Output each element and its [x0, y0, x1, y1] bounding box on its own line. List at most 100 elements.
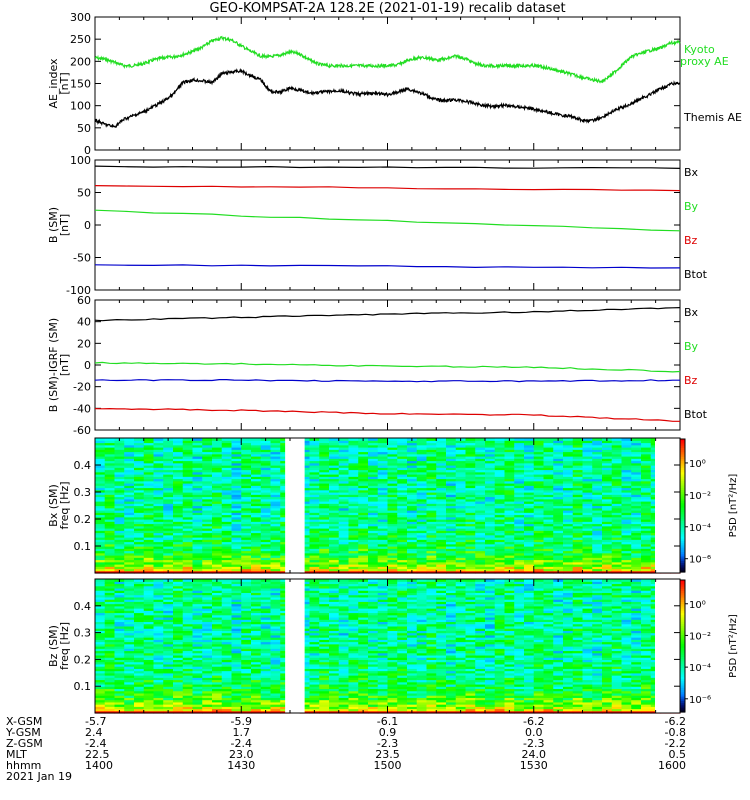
x-axis-labels: X-GSM -5.7 -5.9 -6.1 -6.2 -6.2 Y-GSM 2.4 1.7 0.9 0… — [5, 715, 686, 783]
legend-bsm-2: Bz — [684, 234, 698, 247]
series-bigrf-2 — [94, 407, 680, 422]
ytick-label-bx-2: 0.3 — [74, 486, 92, 499]
x-row-3-value-1: 23.0 — [229, 748, 254, 761]
x-row-0-value-4: -6.2 — [665, 715, 686, 728]
x-row-3-value-4: 0.5 — [669, 748, 687, 761]
x-row-4-value-2: 1500 — [374, 759, 402, 772]
x-row-4-value-1: 1430 — [227, 759, 255, 772]
colorbar-bx: 10⁰ 10⁻² 10⁻⁴ 10⁻⁶ PSD [nT²/Hz] — [679, 438, 739, 573]
x-date: 2021 Jan 19 — [6, 770, 72, 783]
ytick-label-ae-4: 200 — [70, 55, 91, 68]
ytick-label-ae-6: 300 — [70, 11, 91, 24]
spectrogram-bx — [95, 438, 681, 574]
spectrogram-bz — [95, 579, 681, 714]
series-bsm-0 — [94, 165, 681, 169]
legend-bsm-3: Btot — [684, 268, 708, 281]
series-bigrf-1 — [94, 361, 681, 373]
axes-frame-bsm — [94, 159, 681, 291]
ytick-label-bigrf-0: -60 — [73, 424, 91, 437]
ylabel-bsm: B (SM) — [47, 207, 60, 243]
legend-bigrf-0: Bx — [684, 306, 699, 319]
legend-ae-0a: Kyoto — [684, 43, 715, 56]
x-row-1-value-1: 1.7 — [233, 726, 251, 739]
colorbar-bz: 10⁰ 10⁻² 10⁻⁴ 10⁻⁶ PSD [nT²/Hz] — [679, 579, 739, 713]
colorbar-tick-bz-2: 10⁻⁴ — [689, 663, 711, 674]
ytick-label-bsm-0: -100 — [66, 284, 91, 297]
axes-frame-bigrf — [94, 299, 681, 431]
data-gap-bz — [285, 579, 305, 713]
ytick-label-bsm-2: 0 — [84, 219, 91, 232]
panel-ae: 0 50 100 150 200 250 300 AE_index[nT] Kyotoproxy… — [47, 11, 742, 157]
colorbar-tick-bx-2: 10⁻⁴ — [689, 523, 711, 534]
data-gap-bx — [285, 438, 305, 573]
ytick-label-ae-0: 0 — [84, 144, 91, 157]
x-row-0-value-1: -5.9 — [231, 715, 252, 728]
x-row-2-value-1: -2.4 — [231, 737, 252, 750]
x-row-0-value-3: -6.2 — [523, 715, 544, 728]
legend-bigrf-2: Bz — [684, 374, 698, 387]
legend-ae-0b: proxy AE — [680, 55, 729, 68]
x-row-name-0: X-GSM — [6, 715, 42, 728]
ytick-label-bsm-4: 100 — [70, 154, 91, 167]
ytick-label-bigrf-5: 40 — [77, 316, 91, 329]
ytick-label-bigrf-1: -40 — [73, 402, 91, 415]
panel-bz: 0.10.20.30.4Bz (SM)freq [Hz]10⁰10⁻²10⁻⁴1… — [47, 578, 739, 714]
colorbar-tick-bx-0: 10⁰ — [689, 459, 706, 470]
ylabel-bx: Bx (SM) — [47, 484, 60, 527]
ytick-label-bx-0: 0.1 — [74, 540, 92, 553]
x-row-0-value-2: -6.1 — [377, 715, 398, 728]
legend-bsm-1: By — [684, 200, 699, 213]
colorbar-tick-bx-3: 10⁻⁶ — [689, 555, 711, 566]
x-row-4-value-4: 1600 — [658, 759, 686, 772]
colorbar-tick-bz-3: 10⁻⁶ — [689, 695, 711, 706]
legend-bsm-0: Bx — [684, 166, 699, 179]
panel-bx: 0.10.20.30.4Bx (SM)freq [Hz]10⁰10⁻²10⁻⁴1… — [47, 437, 739, 574]
x-row-1-value-2: 0.9 — [379, 726, 397, 739]
x-row-1-value-3: 0.0 — [525, 726, 543, 739]
ytick-label-bsm-3: 50 — [77, 187, 91, 200]
colorbar-tick-bx-1: 10⁻² — [689, 491, 711, 502]
series-bsm-4 — [94, 264, 681, 269]
series-bigrf-4 — [94, 379, 680, 383]
x-row-1-value-0: 2.4 — [85, 726, 103, 739]
x-row-name-4: hhmm — [6, 759, 41, 772]
ylabel-unit-ae: [nT] — [58, 72, 71, 94]
ytick-label-bigrf-4: 20 — [77, 337, 91, 350]
x-row-3-value-0: 22.5 — [85, 748, 110, 761]
x-row-4-value-3: 1530 — [520, 759, 548, 772]
x-row-name-3: MLT — [6, 748, 27, 761]
ytick-label-bigrf-3: 0 — [84, 359, 91, 372]
legend-ae-1: Themis AE — [683, 111, 742, 124]
colorbar-tick-bz-1: 10⁻² — [689, 631, 711, 642]
legend-bigrf-1: By — [684, 340, 699, 353]
ytick-label-ae-5: 250 — [70, 33, 91, 46]
x-row-2-value-2: -2.3 — [377, 737, 398, 750]
colorbar-label-bx: PSD [nT²/Hz] — [728, 474, 739, 538]
series-ae-1 — [94, 67, 681, 128]
ytick-label-ae-1: 50 — [77, 122, 91, 135]
ytick-label-bz-0: 0.1 — [74, 680, 92, 693]
series-ae-0 — [94, 35, 681, 84]
ylabel-bz: Bz (SM) — [47, 625, 60, 667]
colorbar-label-bz: PSD [nT²/Hz] — [728, 614, 739, 678]
panel-bigrf: -60 -40 -20 0 20 40 60 B (SM)-IGRF (SM)[nT] Bx By… — [47, 294, 708, 437]
series-bsm-1 — [94, 209, 681, 232]
ylabel-unit-bsm: [nT] — [58, 214, 71, 236]
panel-bsm: -100 -50 0 50 100 B (SM)[nT] Bx By Bz Btot — [47, 154, 708, 297]
ytick-label-bigrf-6: 60 — [77, 294, 91, 307]
ylabel-unit-bigrf: [nT] — [58, 354, 71, 376]
ytick-label-bz-2: 0.3 — [74, 627, 92, 640]
x-row-2-value-4: -2.2 — [665, 737, 686, 750]
ytick-label-ae-3: 150 — [70, 78, 91, 91]
legend-bigrf-3: Btot — [684, 408, 708, 421]
x-row-3-value-3: 24.0 — [522, 748, 547, 761]
ylabel-bigrf: B (SM)-IGRF (SM) — [47, 318, 60, 412]
series-bsm-2 — [94, 185, 681, 192]
ylabel-ae: AE_index — [47, 58, 60, 109]
series-bigrf-0 — [94, 307, 681, 322]
x-row-name-1: Y-GSM — [5, 726, 41, 739]
x-row-4-value-0: 1400 — [85, 759, 113, 772]
ytick-label-bz-1: 0.2 — [74, 653, 92, 666]
x-row-1-value-4: -0.8 — [665, 726, 686, 739]
